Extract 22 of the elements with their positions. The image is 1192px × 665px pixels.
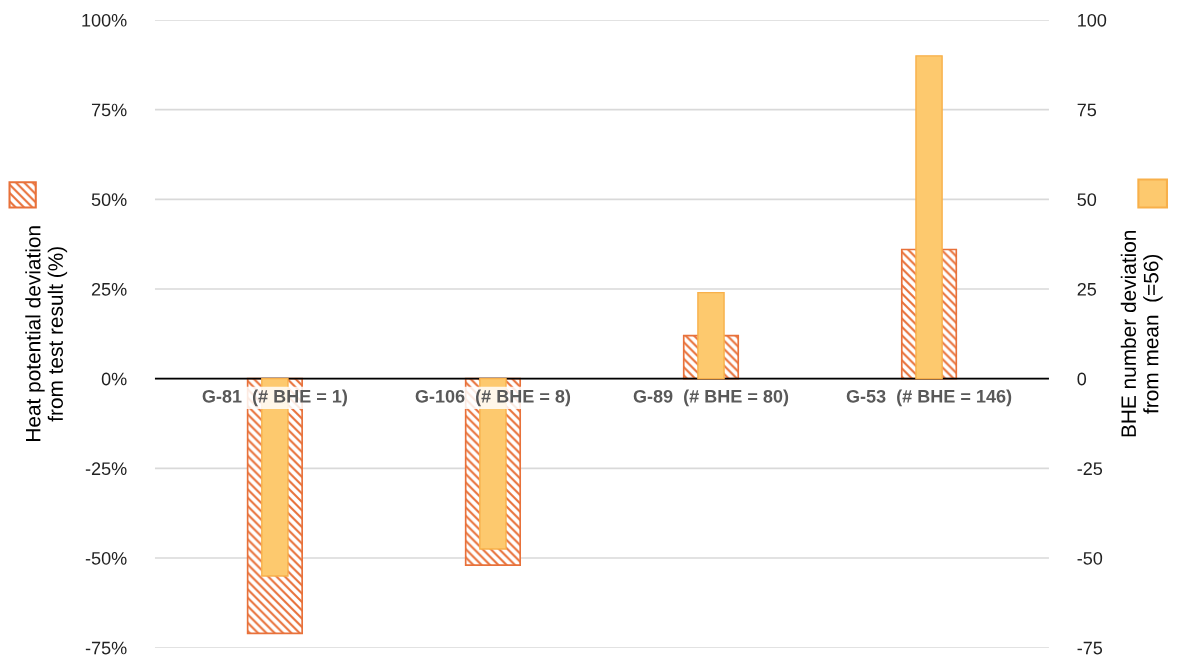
- y2-axis-title: BHE number deviation from mean (=56): [1120, 230, 1163, 437]
- y-tick-label: 75%: [91, 103, 127, 117]
- x-tick-label: G-89 (# BHE = 80): [633, 389, 789, 407]
- y2-tick-label: -50: [1077, 551, 1103, 565]
- y2-tick-label: 25: [1077, 282, 1097, 296]
- y-tick-label: -75%: [85, 641, 127, 655]
- y2-tick-label: -75: [1077, 641, 1103, 655]
- y2-tick-label: 75: [1077, 103, 1097, 117]
- y2-tick-label: -25: [1077, 462, 1103, 476]
- y-tick-label: -25%: [85, 462, 127, 476]
- y-tick-label: 100%: [82, 13, 127, 27]
- y-tick-label: 50%: [91, 193, 127, 207]
- x-tick-label: G-106 (# BHE = 8): [415, 389, 571, 407]
- x-tick-label: G-53 (# BHE = 146): [846, 389, 1012, 407]
- y2-tick-label: 50: [1077, 193, 1097, 207]
- y-tick-label: -50%: [85, 551, 127, 565]
- y2-tick-label: 100: [1078, 13, 1107, 27]
- x-tick-label: G-81 (# BHE = 1): [202, 389, 347, 407]
- y-axis-title: Heat potential deviation from test result (%): [25, 226, 68, 441]
- y2-tick-label: 0: [1077, 372, 1087, 386]
- y-tick-label: 0%: [101, 372, 127, 386]
- y-tick-label: 25%: [91, 282, 127, 296]
